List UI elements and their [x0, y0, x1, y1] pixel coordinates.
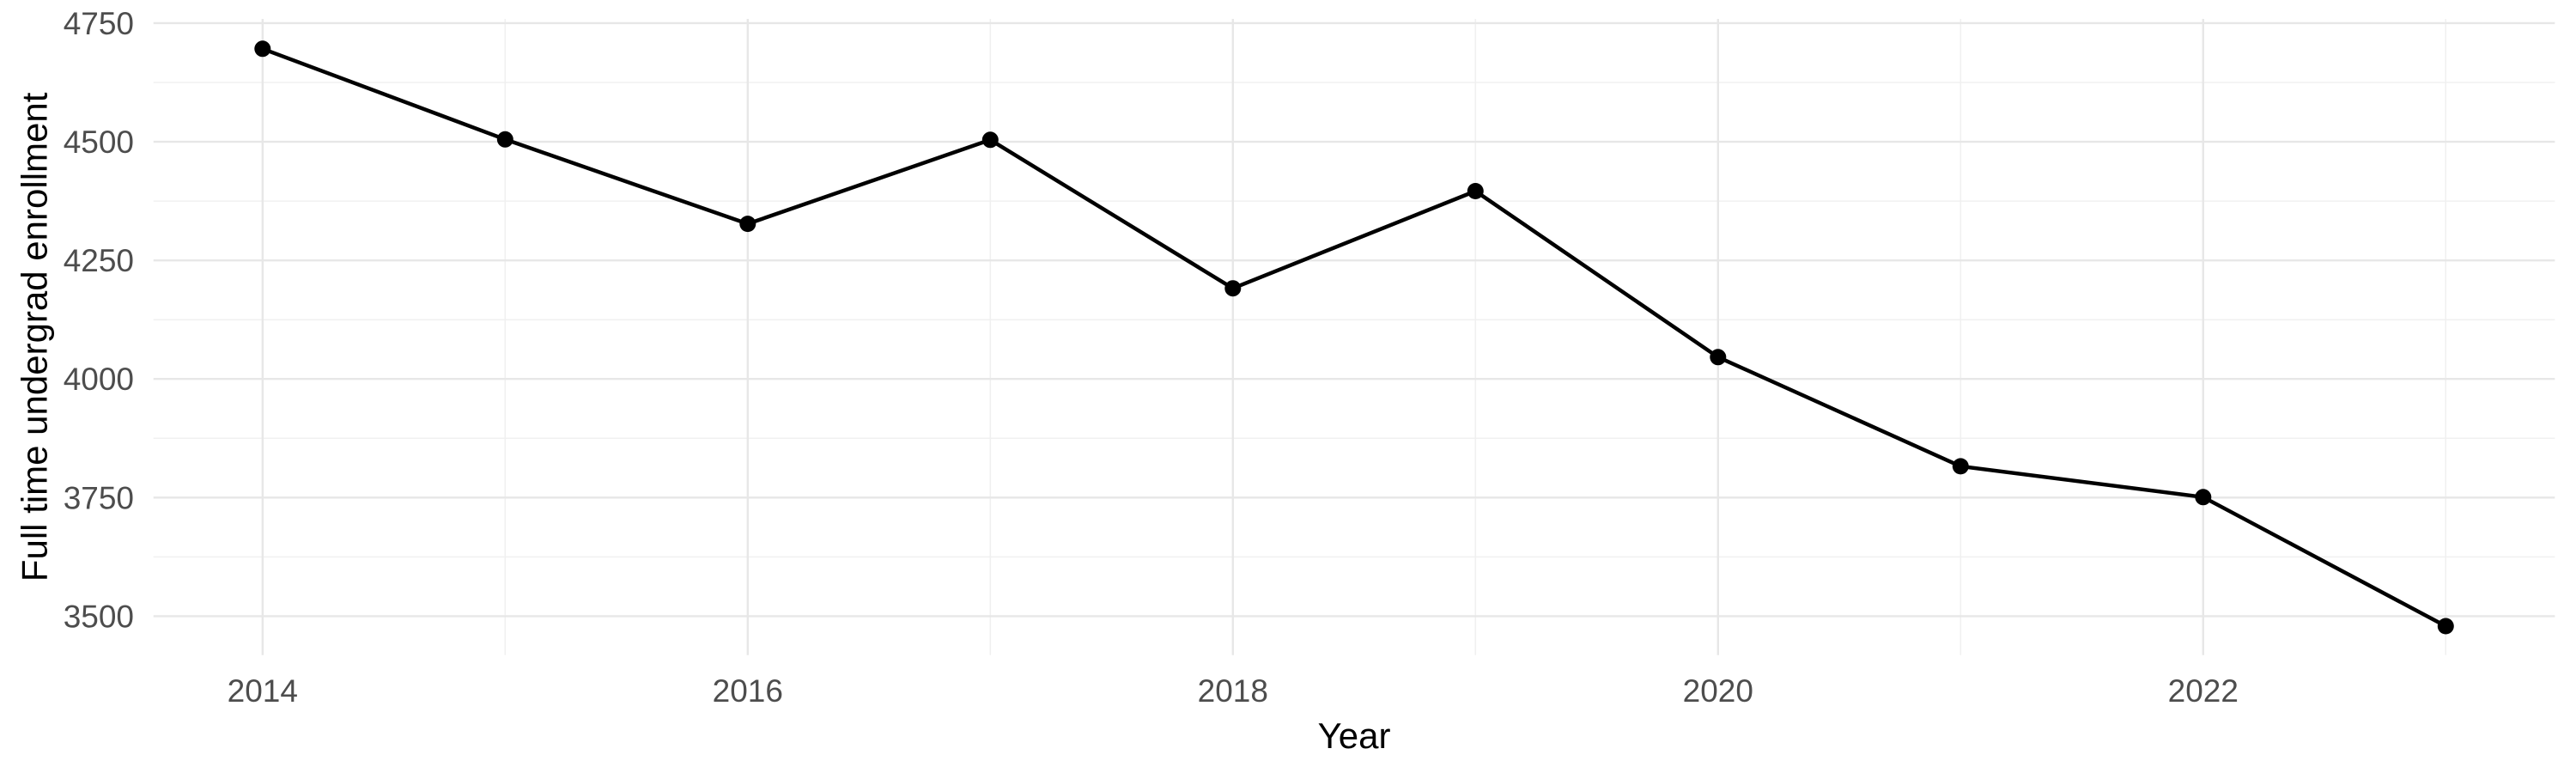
y-tick-label: 3500	[64, 599, 134, 634]
data-point	[254, 40, 271, 58]
x-tick-label: 2016	[713, 673, 783, 709]
data-point	[1952, 458, 1969, 475]
y-tick-label: 4750	[64, 6, 134, 41]
gridlines-major	[153, 19, 2555, 655]
y-tick-label: 4000	[64, 362, 134, 397]
data-point	[981, 131, 999, 149]
x-axis-title: Year	[1318, 715, 1391, 756]
data-point	[2437, 618, 2454, 635]
data-point	[1710, 349, 1727, 366]
x-tick-label: 2018	[1198, 673, 1268, 709]
enrollment-data-points	[254, 40, 2454, 635]
x-tick-label: 2020	[1683, 673, 1753, 709]
data-point	[1467, 183, 1484, 199]
data-point	[2195, 489, 2212, 506]
gridlines-minor	[153, 19, 2555, 655]
y-tick-label: 4500	[64, 125, 134, 160]
y-axis-title: Full time undergrad enrollment	[15, 92, 55, 581]
enrollment-trend-line	[262, 46, 2447, 628]
y-axis-tick-labels: 3500 3750 4000 4250 4500 4750	[64, 6, 134, 634]
data-point	[496, 131, 513, 148]
data-point	[1224, 280, 1242, 297]
y-tick-label: 3750	[64, 480, 134, 515]
x-tick-label: 2014	[228, 673, 298, 709]
x-axis-tick-labels: 2014 2016 2018 2020 2022	[228, 673, 2239, 709]
x-tick-label: 2022	[2168, 673, 2239, 709]
y-tick-label: 4250	[64, 243, 134, 278]
data-point	[739, 216, 756, 233]
